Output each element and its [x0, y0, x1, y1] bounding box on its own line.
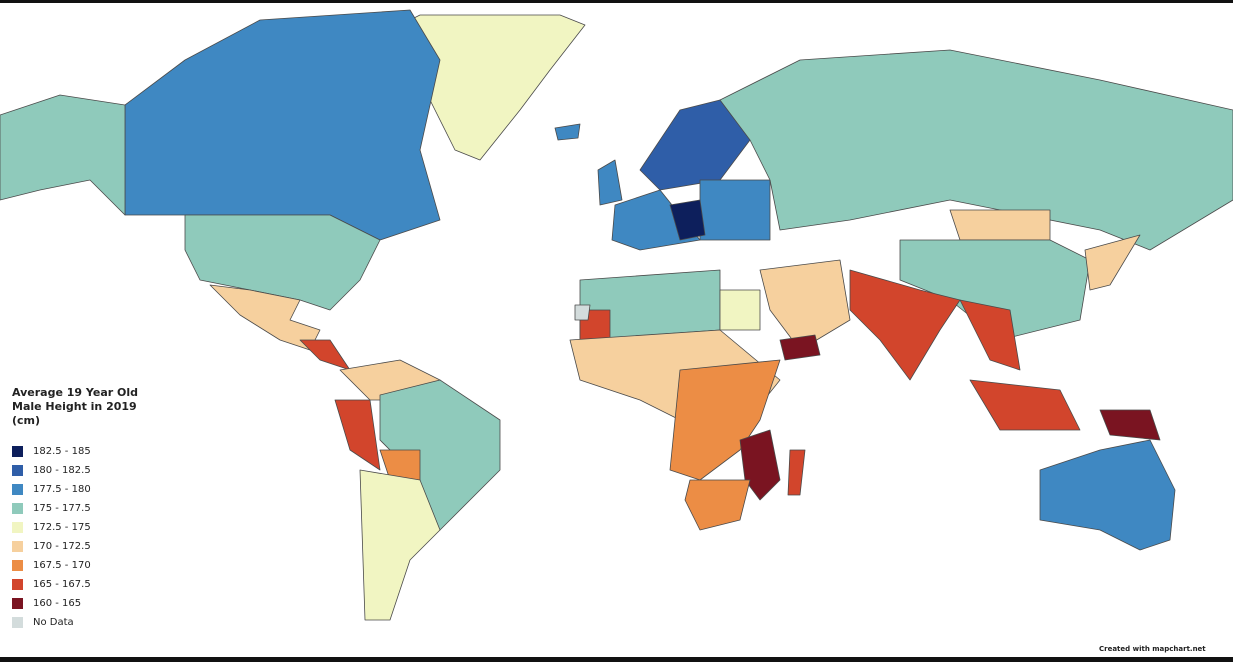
country-region: [787, 449, 806, 496]
country-region: [684, 479, 751, 531]
legend-label: 167.5 - 170: [33, 560, 91, 571]
legend-swatch: [12, 503, 23, 514]
legend-item: 165 - 167.5: [12, 575, 172, 594]
legend-label: 182.5 - 185: [33, 446, 91, 457]
country-region: [124, 9, 441, 241]
country-region: [554, 123, 581, 141]
country-region: [334, 399, 381, 471]
legend-swatch: [12, 465, 23, 476]
legend-item: 160 - 165: [12, 594, 172, 613]
legend-item: 172.5 - 175: [12, 518, 172, 537]
legend-swatch: [12, 541, 23, 552]
country-region: [959, 299, 1021, 371]
legend-label: 180 - 182.5: [33, 465, 91, 476]
country-region: [949, 209, 1051, 241]
legend-swatch: [12, 522, 23, 533]
legend-swatch: [12, 446, 23, 457]
country-region: [611, 189, 701, 251]
legend-item: 170 - 172.5: [12, 537, 172, 556]
country-region: [849, 269, 961, 381]
legend-label: 165 - 167.5: [33, 579, 91, 590]
legend-label: No Data: [33, 617, 74, 628]
legend-swatch: [12, 484, 23, 495]
legend-label: 170 - 172.5: [33, 541, 91, 552]
legend-swatch: [12, 560, 23, 571]
legend-label: 172.5 - 175: [33, 522, 91, 533]
legend-swatch: [12, 598, 23, 609]
country-region: [1084, 234, 1141, 291]
legend-item: 180 - 182.5: [12, 461, 172, 480]
country-region: [209, 284, 321, 351]
country-region: [699, 179, 771, 241]
frame-bar: [0, 657, 1233, 662]
legend-item: No Data: [12, 613, 172, 632]
legend-item: 177.5 - 180: [12, 480, 172, 499]
frame-bar: [0, 0, 1233, 3]
country-region: [719, 289, 761, 331]
country-region: [574, 304, 591, 321]
country-region: [0, 94, 126, 216]
country-region: [669, 199, 706, 241]
country-region: [359, 469, 441, 621]
legend-label: 175 - 177.5: [33, 503, 91, 514]
country-region: [299, 339, 351, 371]
country-region: [184, 214, 381, 311]
legend-swatch: [12, 579, 23, 590]
legend-label: 160 - 165: [33, 598, 82, 609]
country-region: [779, 334, 821, 361]
legend-item: 167.5 - 170: [12, 556, 172, 575]
country-region: [899, 239, 1091, 341]
legend: Average 19 Year Old Male Height in 2019 …: [12, 386, 172, 632]
country-region: [597, 159, 623, 206]
country-region: [969, 379, 1081, 431]
country-region: [759, 259, 851, 351]
country-region: [1099, 409, 1161, 441]
country-region: [669, 359, 781, 481]
legend-item: 182.5 - 185: [12, 442, 172, 461]
legend-title: Average 19 Year Old Male Height in 2019 …: [12, 386, 138, 427]
legend-item: 175 - 177.5: [12, 499, 172, 518]
legend-label: 177.5 - 180: [33, 484, 91, 495]
credit: Created with mapchart.net: [1099, 645, 1206, 653]
country-region: [1039, 439, 1176, 551]
country-region: [739, 429, 781, 501]
legend-swatch: [12, 617, 23, 628]
